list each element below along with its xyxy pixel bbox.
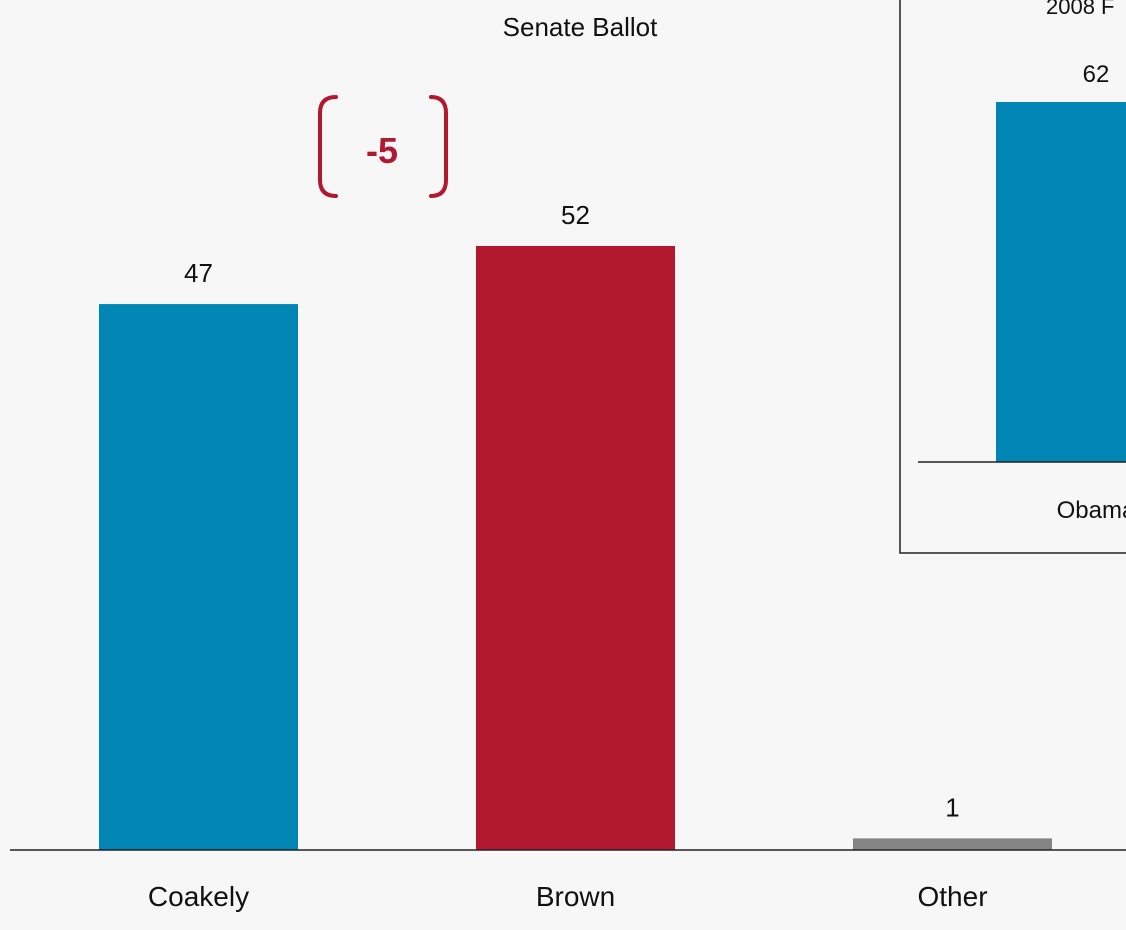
bar-coakely (99, 304, 298, 851)
inset-value-labels: 62 (1083, 61, 1110, 88)
value-label-coakely: 47 (184, 258, 213, 288)
inset-bars (996, 102, 1126, 462)
difference-annotation: -5 (318, 95, 448, 198)
main-bars (99, 246, 1052, 851)
inset-chart-title: 2008 F (1046, 0, 1115, 19)
bar-brown (476, 246, 675, 850)
chart-title: Senate Ballot (503, 12, 658, 42)
value-label-brown: 52 (561, 200, 590, 230)
category-label-brown: Brown (536, 881, 615, 912)
category-label-coakely: Coakely (148, 881, 249, 912)
left-bracket (318, 95, 338, 198)
inset-value-label-obama: 62 (1083, 61, 1110, 88)
right-bracket (429, 95, 448, 198)
main-chart: Senate Ballot 47 52 1 Coakely Brown Other -5 (10, 12, 1126, 912)
inset-bar-obama (996, 102, 1126, 462)
category-label-other: Other (917, 881, 987, 912)
inset-category-label-obama: Obama (1057, 497, 1126, 524)
main-value-labels: 47 52 1 (184, 200, 960, 822)
main-category-labels: Coakely Brown Other (148, 881, 988, 912)
bar-other (853, 838, 1052, 850)
inset-chart: 2008 F 62 Obama (899, 0, 1126, 554)
value-label-other: 1 (945, 792, 959, 822)
inset-category-labels: Obama (1057, 497, 1126, 524)
difference-label: -5 (366, 130, 398, 171)
